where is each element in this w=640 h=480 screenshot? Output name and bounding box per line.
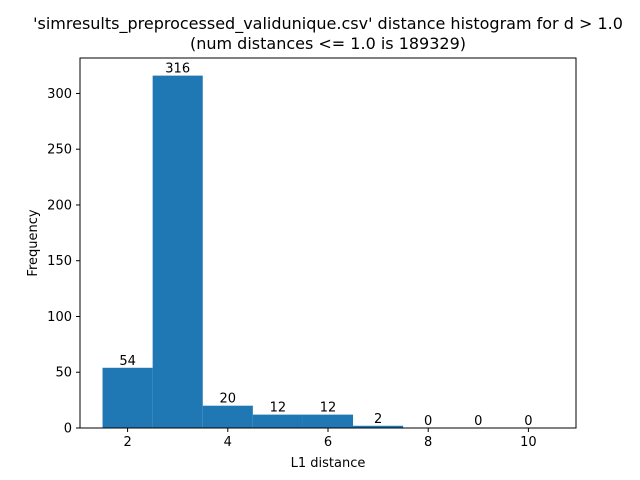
bar-value-label-4: 12 bbox=[320, 401, 337, 416]
x-tick-label: 6 bbox=[324, 435, 332, 450]
bar-value-label-7: 0 bbox=[474, 414, 482, 429]
bar-value-label-6: 0 bbox=[424, 414, 432, 429]
y-tick-label: 100 bbox=[47, 310, 72, 325]
y-tick-label: 250 bbox=[47, 143, 72, 158]
bar-value-label-0: 54 bbox=[119, 354, 136, 369]
chart-subtitle: (num distances <= 1.0 is 189329) bbox=[190, 34, 466, 53]
x-tick-label: 8 bbox=[424, 435, 432, 450]
y-tick-label: 300 bbox=[47, 87, 72, 102]
histogram-bar-0 bbox=[102, 367, 153, 428]
bars-group bbox=[102, 75, 404, 428]
x-axis-label: L1 distance bbox=[291, 456, 366, 471]
y-tick-label: 0 bbox=[64, 422, 72, 437]
x-tick-label: 4 bbox=[224, 435, 232, 450]
y-axis-ticks: 0 50 100 150 200 250 300 bbox=[47, 87, 80, 437]
y-tick-label: 150 bbox=[47, 254, 72, 269]
histogram-bar-1 bbox=[152, 75, 203, 428]
bar-value-label-2: 20 bbox=[220, 392, 237, 407]
histogram-bar-5 bbox=[353, 425, 404, 428]
histogram-bar-2 bbox=[202, 405, 253, 428]
bar-value-label-5: 2 bbox=[374, 412, 382, 427]
chart-title: 'simresults_preprocessed_validunique.csv… bbox=[33, 14, 623, 34]
bar-value-label-3: 12 bbox=[270, 401, 287, 416]
x-axis-ticks: 2 4 6 8 10 bbox=[123, 428, 537, 450]
y-tick-label: 200 bbox=[47, 198, 72, 213]
histogram-bar-4 bbox=[302, 414, 354, 428]
plot-frame bbox=[79, 57, 577, 429]
x-tick-label: 10 bbox=[520, 435, 537, 450]
x-tick-label: 2 bbox=[123, 435, 131, 450]
y-axis-label: Frequency bbox=[26, 209, 41, 276]
y-tick-label: 50 bbox=[55, 366, 72, 381]
histogram-bar-3 bbox=[252, 414, 303, 428]
bar-value-label-1: 316 bbox=[165, 62, 190, 77]
bar-value-label-8: 0 bbox=[524, 414, 532, 429]
